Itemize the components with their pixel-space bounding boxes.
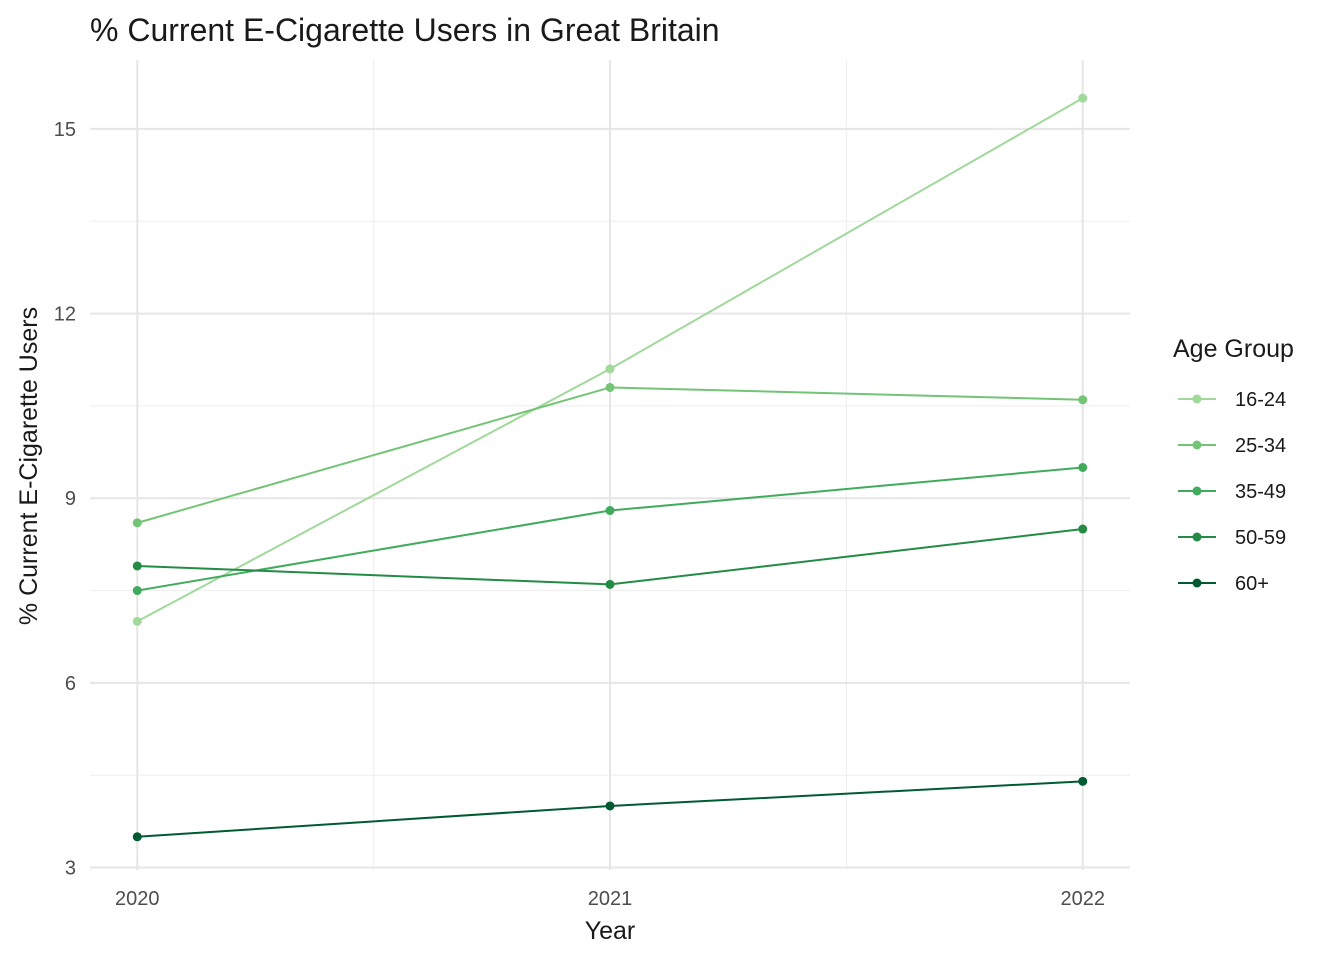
legend-item: 50-59 (1178, 527, 1286, 549)
legend-label: 50-59 (1235, 527, 1286, 549)
chart-title: % Current E-Cigarette Users in Great Bri… (90, 12, 720, 48)
legend-item: 35-49 (1178, 481, 1286, 503)
y-axis-label: % Current E-Cigarette Users (15, 307, 43, 625)
data-point (605, 506, 615, 516)
series-50-59 (132, 524, 1088, 589)
legend-key-point (1192, 578, 1202, 588)
y-tick-label: 15 (54, 119, 76, 141)
legend-label: 60+ (1235, 573, 1269, 595)
data-point (1078, 395, 1088, 405)
data-point (605, 364, 615, 374)
series-layer (132, 93, 1088, 842)
legend-label: 16-24 (1235, 389, 1286, 411)
legend-key-point (1192, 532, 1202, 542)
y-tick-label: 3 (65, 858, 76, 880)
data-point (132, 518, 142, 528)
data-point (132, 616, 142, 626)
data-point (605, 579, 615, 589)
legend-key-point (1192, 394, 1202, 404)
data-point (605, 801, 615, 811)
data-point (132, 561, 142, 571)
data-point (1078, 93, 1088, 103)
x-axis-label: Year (585, 917, 636, 945)
x-tick-label: 2021 (588, 888, 633, 910)
series-35-49 (132, 462, 1088, 596)
y-tick-label: 9 (65, 488, 76, 510)
data-point (1078, 776, 1088, 786)
series-60+ (132, 776, 1088, 842)
legend-item: 25-34 (1178, 435, 1286, 457)
series-16-24 (132, 93, 1088, 626)
x-axis-ticks: 2020 2021 2022 (115, 888, 1105, 910)
legend-key-point (1192, 486, 1202, 496)
legend-item: 60+ (1178, 573, 1269, 595)
x-tick-label: 2020 (115, 888, 160, 910)
data-point (132, 586, 142, 596)
series-25-34 (132, 382, 1088, 528)
legend-title: Age Group (1173, 335, 1294, 363)
data-point (605, 382, 615, 392)
legend-label: 25-34 (1235, 435, 1286, 457)
data-point (132, 832, 142, 842)
legend: Age Group 16-24 25-34 35-49 50-59 60+ (1173, 335, 1294, 595)
data-point (1078, 462, 1088, 472)
legend-item: 16-24 (1178, 389, 1286, 411)
x-tick-label: 2022 (1060, 888, 1105, 910)
legend-label: 35-49 (1235, 481, 1286, 503)
legend-key-point (1192, 440, 1202, 450)
grid (90, 60, 1130, 870)
y-axis-ticks: 3 6 9 12 15 (54, 119, 76, 880)
data-point (1078, 524, 1088, 534)
y-tick-label: 12 (54, 304, 76, 326)
y-tick-label: 6 (65, 673, 76, 695)
